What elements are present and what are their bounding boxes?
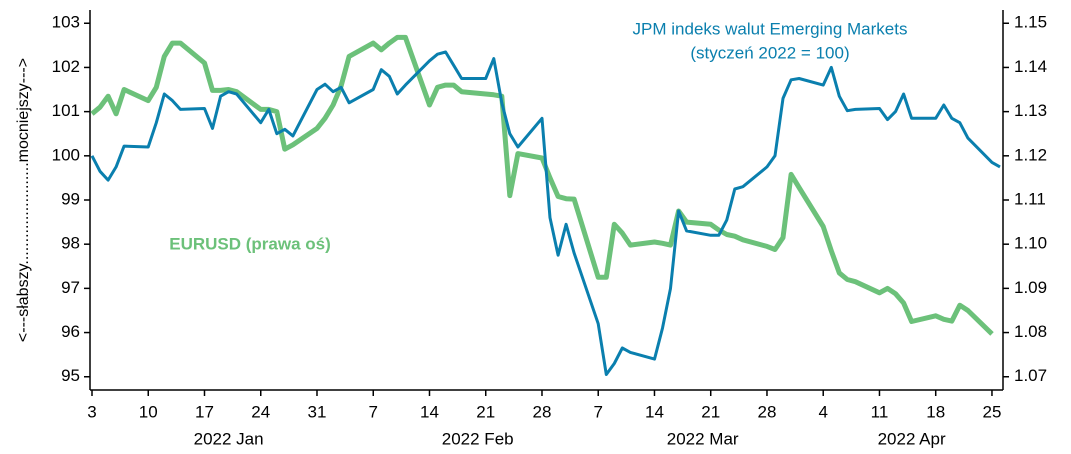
y-tick-label: 96: [61, 322, 80, 341]
y2-tick-label: 1.07: [1014, 366, 1047, 385]
x-tick-label: 21: [476, 402, 495, 421]
month-label: 2022 Apr: [878, 429, 946, 448]
month-label: 2022 Mar: [667, 429, 739, 448]
x-tick-label: 7: [593, 402, 602, 421]
x-tick-label: 31: [308, 402, 327, 421]
series-label: EURUSD (prawa oś): [169, 234, 331, 253]
x-tick-label: 25: [983, 402, 1002, 421]
y2-tick-label: 1.10: [1014, 234, 1047, 253]
y-tick-label: 98: [61, 234, 80, 253]
x-tick-label: 21: [701, 402, 720, 421]
y-tick-label: 101: [52, 101, 80, 120]
series-line: [90, 50, 1001, 376]
x-tick-label: 14: [420, 402, 439, 421]
x-tick-label: 28: [758, 402, 777, 421]
y2-tick-label: 1.13: [1014, 101, 1047, 120]
x-tick-label: 7: [369, 402, 378, 421]
x-tick-label: 11: [871, 402, 889, 421]
y-tick-label: 103: [52, 13, 80, 32]
y2-tick-label: 1.12: [1014, 145, 1047, 164]
month-label: 2022 Jan: [194, 429, 264, 448]
series-line: [90, 34, 994, 336]
y2-tick-label: 1.09: [1014, 278, 1047, 297]
x-tick-label: 14: [645, 402, 664, 421]
y2-tick-label: 1.08: [1014, 322, 1047, 341]
y2-tick-label: 1.14: [1014, 57, 1047, 76]
x-tick-label: 4: [818, 402, 827, 421]
x-tick-label: 28: [533, 402, 552, 421]
x-tick-label: 18: [926, 402, 945, 421]
y2-tick-label: 1.15: [1014, 13, 1047, 32]
y-tick-label: 99: [61, 189, 80, 208]
y2-tick-label: 1.11: [1014, 189, 1046, 208]
series-label: JPM indeks walut Emerging Markets: [633, 19, 908, 38]
y-axis-label: <---słabszy.......................mocnie…: [15, 58, 32, 342]
y-tick-label: 100: [52, 145, 80, 164]
annotation: (styczeń 2022 = 100): [690, 43, 849, 62]
y-tick-label: 102: [52, 57, 80, 76]
month-label: 2022 Feb: [442, 429, 514, 448]
x-tick-label: 3: [87, 402, 96, 421]
x-tick-label: 24: [251, 402, 270, 421]
y-tick-label: 95: [61, 366, 80, 385]
x-tick-label: 10: [139, 402, 158, 421]
y-tick-label: 97: [61, 278, 80, 297]
x-tick-label: 17: [195, 402, 214, 421]
